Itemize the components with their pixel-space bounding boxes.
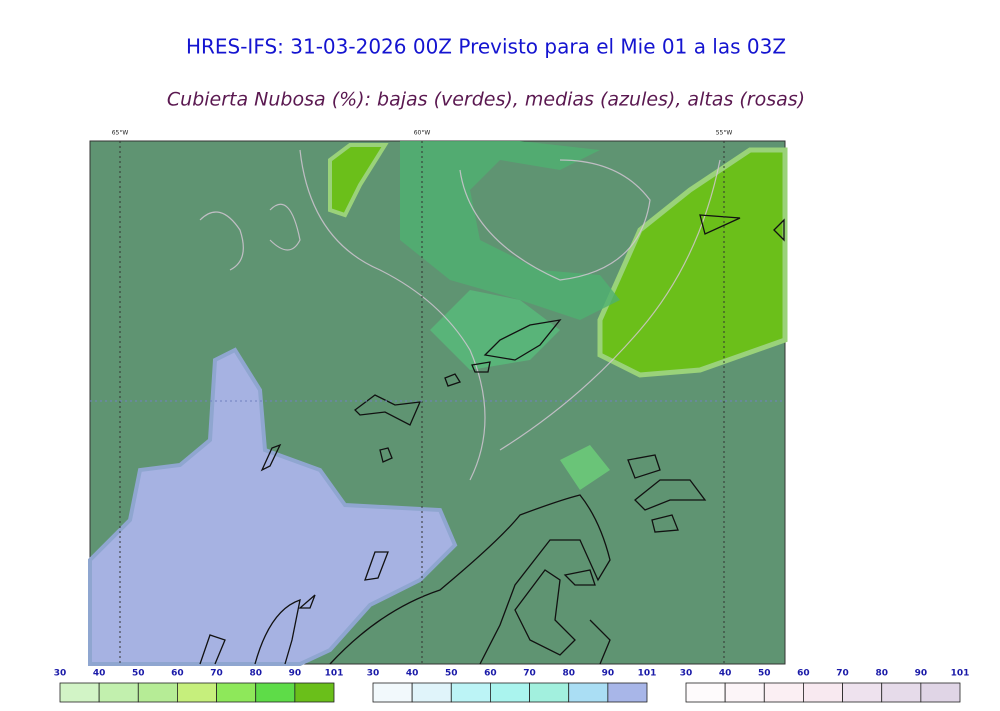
colorbars: 30 40 50 60 70 80 90 101 30 40 50 60 70 80 90 101 30 40 50…: [54, 669, 970, 703]
colorbar-tick-label: 60: [797, 669, 810, 679]
colorbar-tick-label: 70: [210, 669, 223, 679]
colorbar-box: [411, 682, 452, 703]
colorbar-tick-label: 80: [562, 669, 575, 679]
colorbar-box: [920, 682, 961, 703]
subtitle: Cubierta Nubosa (%): bajas (verdes), med…: [167, 89, 805, 111]
low-cloud-area: [328, 143, 389, 218]
colorbar-box: [294, 682, 335, 703]
colorbar-tick-label: 40: [719, 669, 732, 679]
longitude-label: 65°W: [112, 130, 129, 137]
colorbar-box: [568, 682, 609, 703]
colorbar-tick-label: 30: [54, 669, 67, 679]
colorbar-tick-label: 101: [325, 669, 344, 679]
colorbar-box: [255, 682, 296, 703]
map: 65°W 60°W 55°W: [88, 130, 788, 666]
low-cloud-area: [560, 445, 610, 490]
colorbar-tick-label: 50: [758, 669, 771, 679]
low-cloud-area: [400, 141, 620, 320]
low-cloud-area: [597, 147, 788, 378]
colorbar-tick-label: 101: [638, 669, 657, 679]
mid-cloud-area: [88, 347, 458, 666]
longitude-label: 55°W: [716, 130, 733, 137]
colorbar-tick-label: 70: [523, 669, 536, 679]
colorbar-box: [137, 682, 178, 703]
colorbar-box: [372, 682, 413, 703]
colorbar-box: [881, 682, 922, 703]
colorbar-box: [685, 682, 726, 703]
colorbar-box: [803, 682, 843, 703]
colorbar-box: [490, 682, 530, 703]
title: HRES-IFS: 31-03-2026 00Z Previsto para e…: [186, 35, 786, 59]
colorbar-box: [450, 682, 491, 703]
colorbar-box: [216, 682, 257, 703]
colorbar-box: [607, 682, 648, 703]
colorbar-box: [529, 682, 570, 703]
colorbar-tick-label: 50: [445, 669, 458, 679]
high-cloud-contours: [199, 149, 721, 481]
colorbar-tick-label: 80: [249, 669, 262, 679]
colorbar-box: [177, 682, 217, 703]
colorbar-box: [724, 682, 765, 703]
colorbar-box: [842, 682, 883, 703]
colorbar-tick-label: 90: [915, 669, 928, 679]
colorbar-box: [763, 682, 804, 703]
meridians: [119, 141, 725, 664]
colorbar-tick-label: 60: [484, 669, 497, 679]
colorbar-tick-label: 40: [93, 669, 106, 679]
longitude-label: 60°W: [414, 130, 431, 137]
colorbar-tick-label: 30: [367, 669, 380, 679]
low-cloud-area: [430, 290, 560, 370]
colorbar-tick-label: 40: [406, 669, 419, 679]
colorbar-tick-label: 30: [680, 669, 693, 679]
colorbar-box: [59, 682, 100, 703]
coastlines: [199, 214, 785, 665]
colorbar-tick-label: 70: [836, 669, 849, 679]
colorbar-tick-label: 60: [171, 669, 184, 679]
colorbar-tick-label: 90: [289, 669, 302, 679]
colorbar-tick-label: 90: [602, 669, 615, 679]
colorbar-tick-label: 101: [951, 669, 970, 679]
colorbar-tick-label: 50: [132, 669, 145, 679]
colorbar-tick-label: 80: [875, 669, 888, 679]
colorbar-box: [98, 682, 139, 703]
